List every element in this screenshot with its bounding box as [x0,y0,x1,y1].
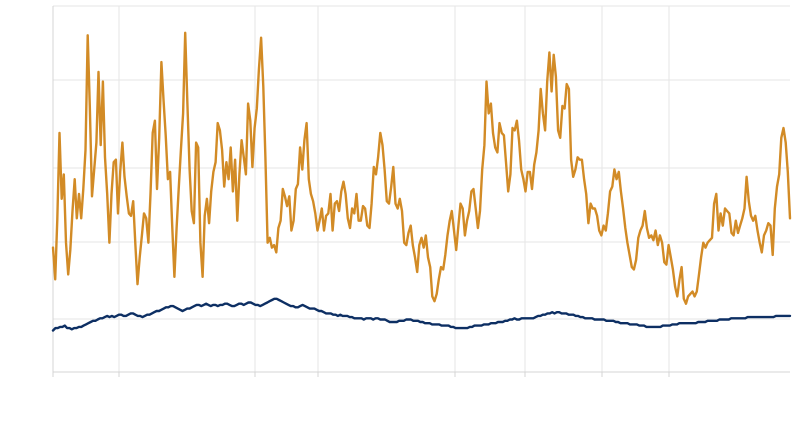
axes [52,6,790,377]
series-lines [51,31,792,332]
series-line-0 [51,31,792,305]
series-line-1 [51,297,792,332]
